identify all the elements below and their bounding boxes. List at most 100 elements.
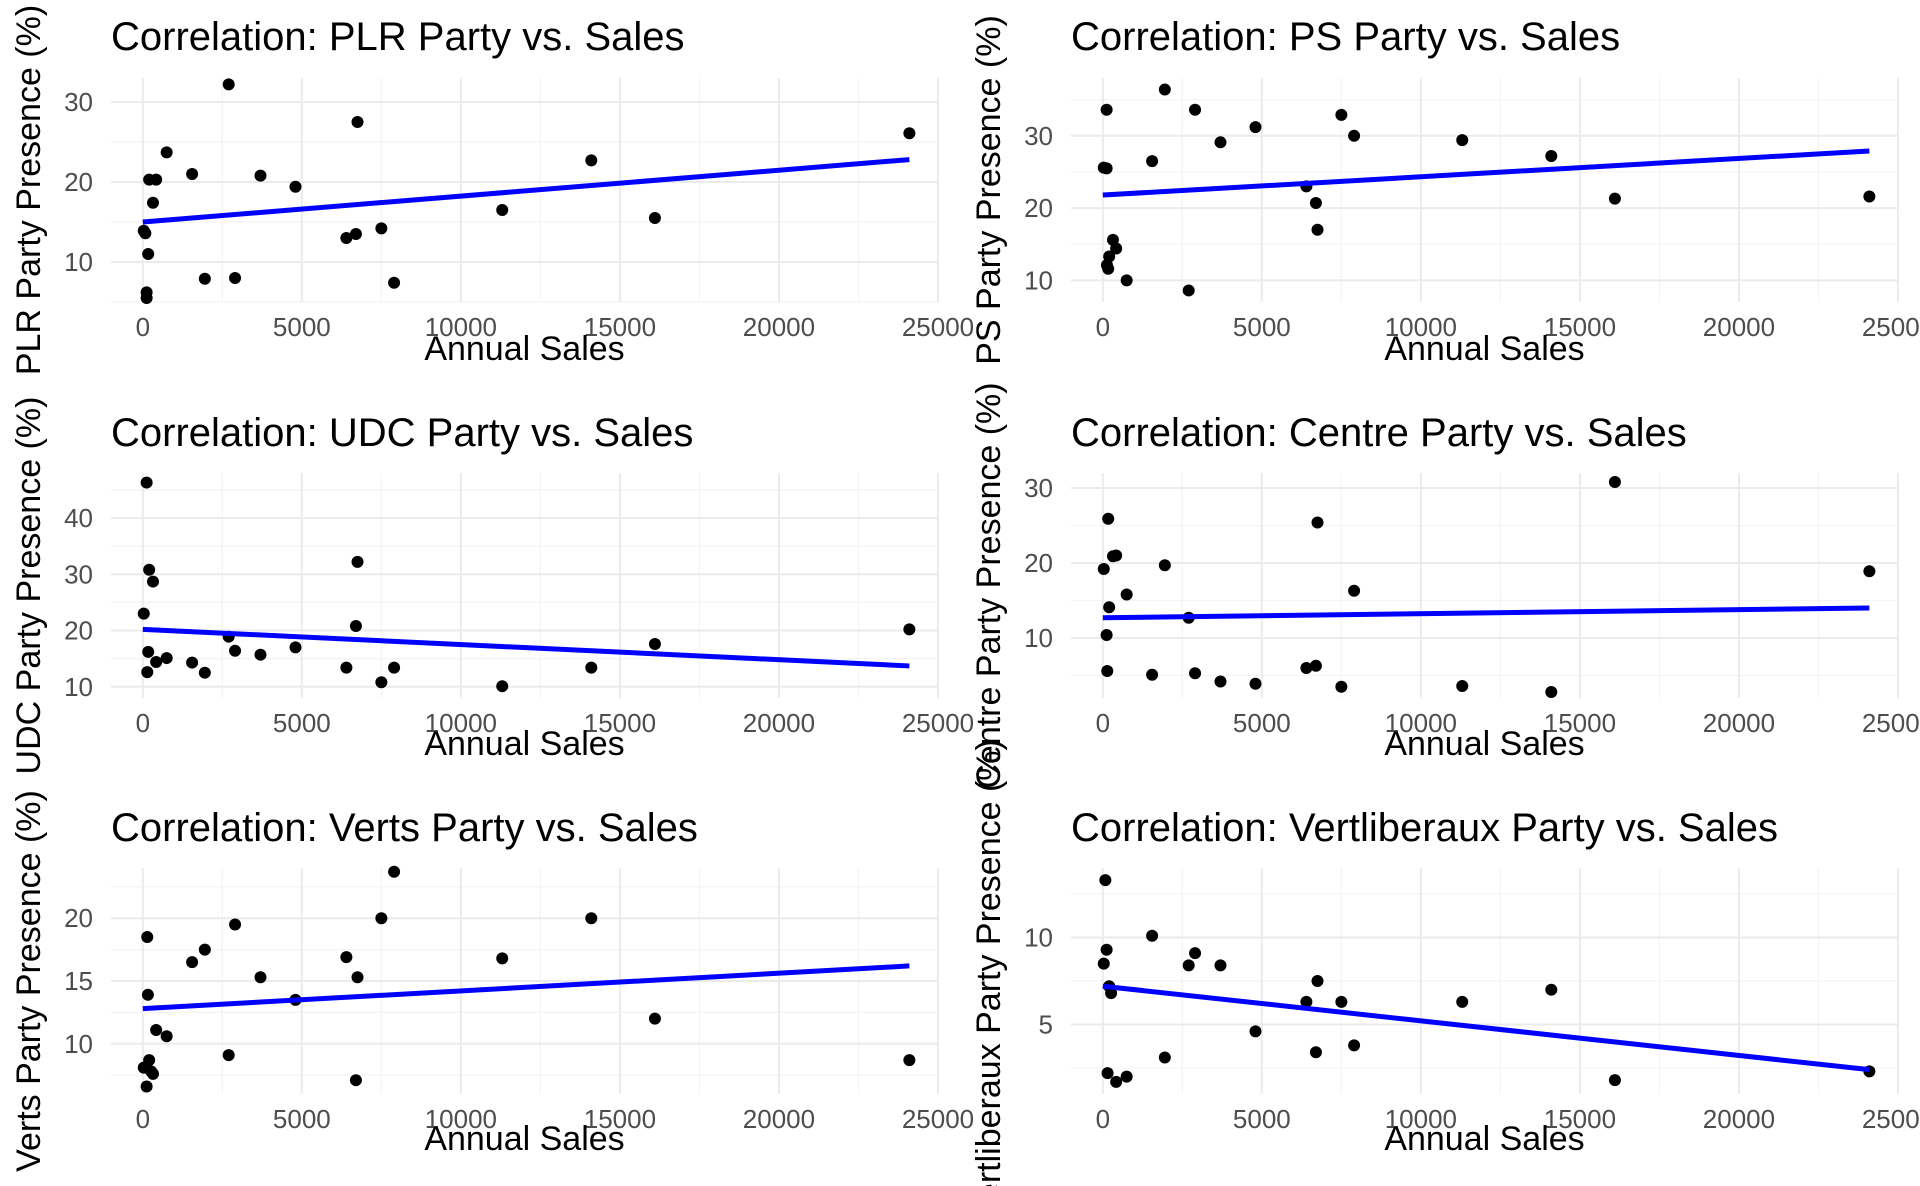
- x-axis-label: Annual Sales: [424, 725, 624, 763]
- data-point: [254, 648, 267, 661]
- data-point: [198, 666, 211, 679]
- data-point: [1249, 1025, 1262, 1038]
- data-point: [1214, 959, 1227, 972]
- data-point: [137, 607, 150, 620]
- points: [137, 476, 916, 693]
- data-point: [1863, 190, 1876, 203]
- x-tick-label: 0: [136, 312, 150, 342]
- data-point: [160, 652, 173, 665]
- data-point: [351, 116, 364, 128]
- data-point: [143, 1054, 156, 1067]
- data-point: [1100, 629, 1113, 641]
- x-tick-label: 5000: [273, 312, 331, 342]
- data-point: [1545, 983, 1558, 996]
- data-point: [1110, 242, 1123, 255]
- grid: [111, 473, 939, 698]
- data-point: [1456, 680, 1469, 692]
- data-point: [1103, 250, 1116, 263]
- data-point: [388, 276, 401, 289]
- chart-title: Correlation: Centre Party vs. Sales: [1071, 411, 1687, 455]
- data-point: [1311, 516, 1324, 529]
- x-tick-label: 25000: [1862, 312, 1920, 342]
- data-point: [186, 956, 199, 969]
- data-point: [1608, 476, 1621, 488]
- data-point: [648, 638, 661, 650]
- data-point: [1189, 667, 1202, 680]
- data-point: [141, 988, 154, 1001]
- data-point: [254, 971, 267, 984]
- x-tick-label: 25000: [1862, 708, 1920, 738]
- y-tick-label: 30: [64, 559, 93, 589]
- data-point: [1102, 512, 1115, 525]
- data-point: [198, 272, 211, 285]
- x-tick-label: 5000: [273, 1104, 331, 1134]
- x-tick-label: 5000: [273, 708, 331, 738]
- data-point: [1309, 197, 1322, 210]
- data-point: [139, 227, 152, 240]
- x-tick-label: 20000: [743, 708, 815, 738]
- data-point: [1348, 129, 1361, 142]
- data-point: [140, 1080, 153, 1093]
- data-point: [186, 168, 199, 180]
- x-tick-label: 15000: [1544, 312, 1616, 342]
- data-point: [1158, 559, 1171, 572]
- x-tick-label: 5000: [1233, 1104, 1291, 1134]
- data-point: [1214, 675, 1227, 688]
- data-point: [903, 623, 916, 636]
- x-tick-label: 10000: [1385, 708, 1457, 738]
- data-point: [1189, 947, 1202, 960]
- trend-line: [142, 157, 910, 225]
- data-point: [496, 952, 509, 965]
- y-tick-label: 20: [64, 167, 93, 197]
- points: [1097, 476, 1876, 698]
- data-point: [1110, 549, 1123, 562]
- y-tick-label: 20: [1024, 193, 1053, 223]
- data-point: [229, 918, 242, 931]
- data-point: [1300, 662, 1313, 674]
- data-point: [229, 644, 242, 657]
- data-point: [496, 204, 509, 216]
- trend-line: [142, 963, 910, 1012]
- grid: [1071, 78, 1899, 302]
- data-point: [1214, 136, 1227, 149]
- data-point: [254, 169, 267, 182]
- data-point: [1608, 192, 1621, 205]
- points: [137, 865, 916, 1093]
- y-tick-label: 30: [1024, 121, 1053, 151]
- y-tick-label: 10: [1024, 623, 1053, 653]
- data-point: [1120, 1070, 1133, 1083]
- data-point: [160, 146, 173, 159]
- y-tick-label: 20: [64, 903, 93, 933]
- data-point: [140, 292, 153, 304]
- data-point: [648, 1012, 661, 1025]
- data-point: [146, 1067, 159, 1080]
- x-tick-label: 25000: [1862, 1104, 1920, 1134]
- chart-panel-5: 0 5000 10000 15000 20000 25000 10 15 20 Correlati…: [10, 790, 974, 1172]
- data-point: [1097, 957, 1110, 970]
- x-tick-label: 15000: [584, 708, 656, 738]
- data-point: [1146, 155, 1159, 168]
- data-point: [1456, 134, 1469, 147]
- x-tick-label: 25000: [902, 1104, 974, 1134]
- x-tick-label: 20000: [1703, 708, 1775, 738]
- chart-title: Correlation: PS Party vs. Sales: [1071, 15, 1620, 59]
- data-point: [141, 931, 154, 944]
- data-point: [1101, 1067, 1114, 1080]
- y-tick-label: 5: [1039, 1009, 1053, 1039]
- x-tick-label: 20000: [743, 1104, 815, 1134]
- data-point: [1335, 995, 1348, 1008]
- grid: [1071, 473, 1899, 698]
- data-point: [141, 666, 154, 679]
- x-tick-label: 0: [1096, 1104, 1110, 1134]
- x-tick-label: 25000: [902, 312, 974, 342]
- data-point: [146, 196, 159, 209]
- x-axis-label: Annual Sales: [1384, 725, 1584, 763]
- chart-panel-2: 0 5000 10000 15000 20000 25000 10 20 30 Correlati…: [970, 15, 1920, 368]
- data-point: [1182, 284, 1195, 297]
- x-tick-label: 0: [136, 1104, 150, 1134]
- chart-panel-4: 0 5000 10000 15000 20000 25000 10 20 30 Correlati…: [970, 382, 1920, 788]
- data-point: [1335, 108, 1348, 121]
- data-point: [1103, 601, 1116, 614]
- data-point: [388, 661, 401, 674]
- y-axis-label: PLR Party Presence (%): [10, 5, 48, 375]
